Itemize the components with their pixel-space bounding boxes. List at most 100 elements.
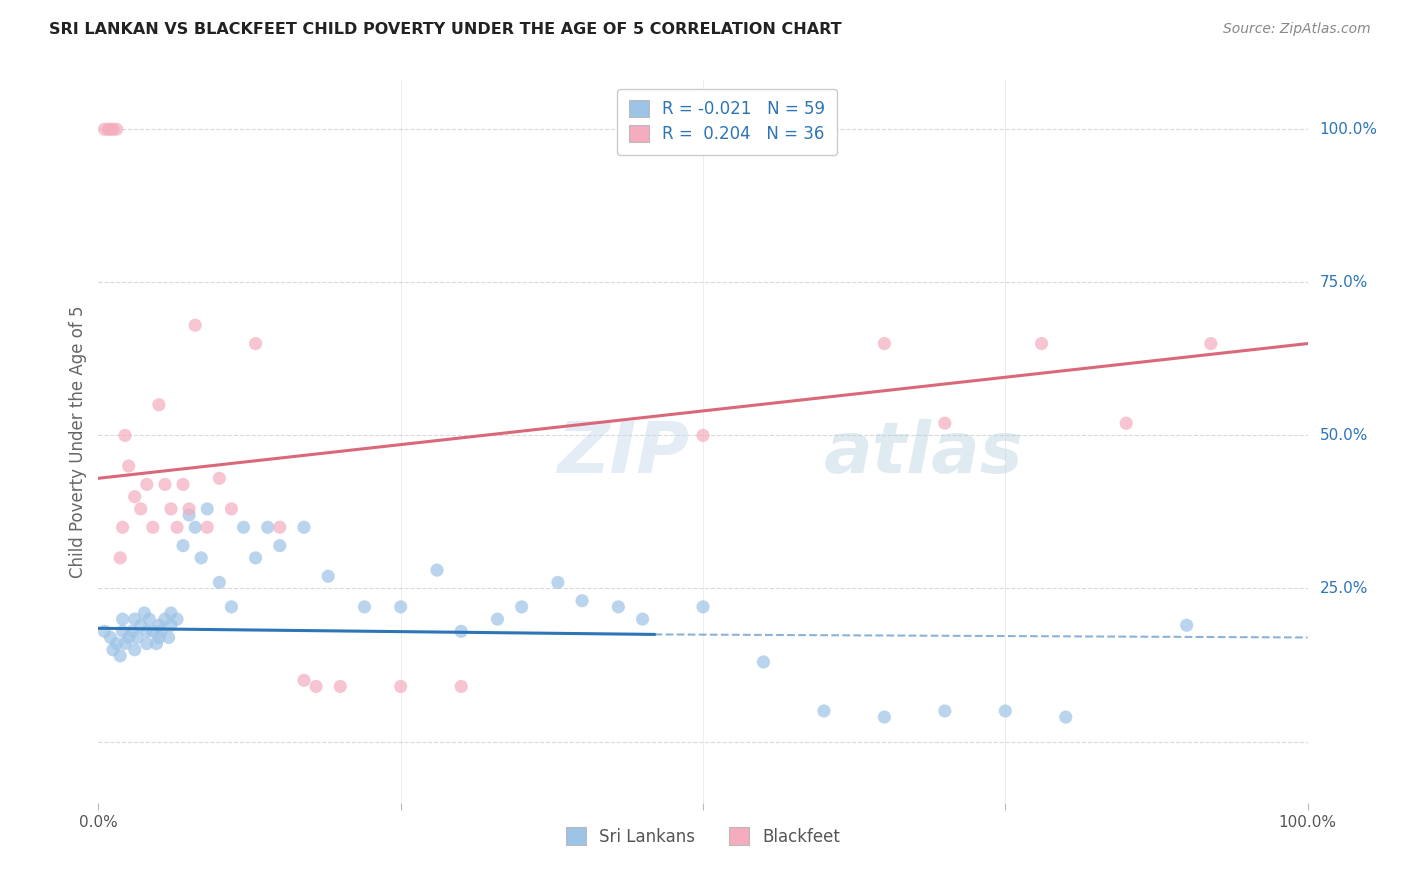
Point <box>153 612 176 626</box>
Point <box>150 624 173 639</box>
Point <box>97 122 120 136</box>
Point <box>195 502 218 516</box>
Point <box>118 631 141 645</box>
Point <box>93 624 115 639</box>
Point <box>105 637 128 651</box>
Point <box>121 624 143 639</box>
Y-axis label: Child Poverty Under the Age of 5: Child Poverty Under the Age of 5 <box>69 305 87 578</box>
Point <box>353 599 375 614</box>
Point <box>100 122 122 136</box>
Point <box>232 520 254 534</box>
Point <box>245 550 267 565</box>
Point <box>631 612 654 626</box>
Point <box>111 520 134 534</box>
Point <box>184 520 207 534</box>
Point <box>100 631 122 645</box>
Point <box>135 477 157 491</box>
Point <box>179 502 201 516</box>
Point <box>547 575 569 590</box>
Point <box>148 618 170 632</box>
Point <box>316 569 339 583</box>
Point <box>111 612 134 626</box>
Point <box>752 655 775 669</box>
Point <box>1175 618 1198 632</box>
Point <box>124 490 146 504</box>
Point <box>1199 336 1222 351</box>
Point <box>114 637 136 651</box>
Text: SRI LANKAN VS BLACKFEET CHILD POVERTY UNDER THE AGE OF 5 CORRELATION CHART: SRI LANKAN VS BLACKFEET CHILD POVERTY UN… <box>49 22 842 37</box>
Point <box>450 680 472 694</box>
Legend: Sri Lankans, Blackfeet: Sri Lankans, Blackfeet <box>560 821 846 852</box>
Point <box>256 520 278 534</box>
Point <box>486 612 509 626</box>
Text: atlas: atlas <box>824 419 1024 488</box>
Text: ZIP: ZIP <box>558 419 690 488</box>
Point <box>124 642 146 657</box>
Point <box>269 539 291 553</box>
Point <box>148 398 170 412</box>
Point <box>135 637 157 651</box>
Point <box>305 680 328 694</box>
Text: Source: ZipAtlas.com: Source: ZipAtlas.com <box>1223 22 1371 37</box>
Point <box>208 471 231 485</box>
Point <box>129 502 152 516</box>
Point <box>692 428 714 442</box>
Point <box>1054 710 1077 724</box>
Point <box>124 612 146 626</box>
Point <box>157 631 180 645</box>
Point <box>692 599 714 614</box>
Point <box>142 520 165 534</box>
Point <box>329 680 352 694</box>
Point <box>221 599 243 614</box>
Point <box>179 508 201 522</box>
Point <box>873 710 896 724</box>
Point <box>510 599 533 614</box>
Point <box>135 624 157 639</box>
Point <box>166 520 188 534</box>
Point <box>108 648 131 663</box>
Point <box>160 606 183 620</box>
Point <box>105 122 128 136</box>
Point <box>142 624 165 639</box>
Point <box>607 599 630 614</box>
Point <box>145 637 167 651</box>
Point <box>426 563 449 577</box>
Point <box>389 680 412 694</box>
Point <box>450 624 472 639</box>
Text: 75.0%: 75.0% <box>1320 275 1368 290</box>
Point <box>190 550 212 565</box>
Point <box>114 428 136 442</box>
Point <box>813 704 835 718</box>
Text: 50.0%: 50.0% <box>1320 428 1368 443</box>
Point <box>118 458 141 473</box>
Point <box>994 704 1017 718</box>
Point <box>108 550 131 565</box>
Point <box>160 618 183 632</box>
Point <box>111 624 134 639</box>
Point <box>134 606 156 620</box>
Point <box>208 575 231 590</box>
Point <box>292 673 315 688</box>
Point <box>934 416 956 430</box>
Point <box>269 520 291 534</box>
Point <box>389 599 412 614</box>
Point <box>172 539 194 553</box>
Text: 25.0%: 25.0% <box>1320 581 1368 596</box>
Point <box>1115 416 1137 430</box>
Point <box>153 477 176 491</box>
Point <box>221 502 243 516</box>
Point <box>571 593 593 607</box>
Point <box>101 642 124 657</box>
Point <box>184 318 207 333</box>
Point <box>172 477 194 491</box>
Point <box>292 520 315 534</box>
Point <box>93 122 115 136</box>
Text: 100.0%: 100.0% <box>1320 122 1378 136</box>
Point <box>148 631 170 645</box>
Point <box>129 618 152 632</box>
Point <box>873 336 896 351</box>
Point <box>160 502 183 516</box>
Point <box>195 520 218 534</box>
Point <box>138 612 160 626</box>
Point <box>934 704 956 718</box>
